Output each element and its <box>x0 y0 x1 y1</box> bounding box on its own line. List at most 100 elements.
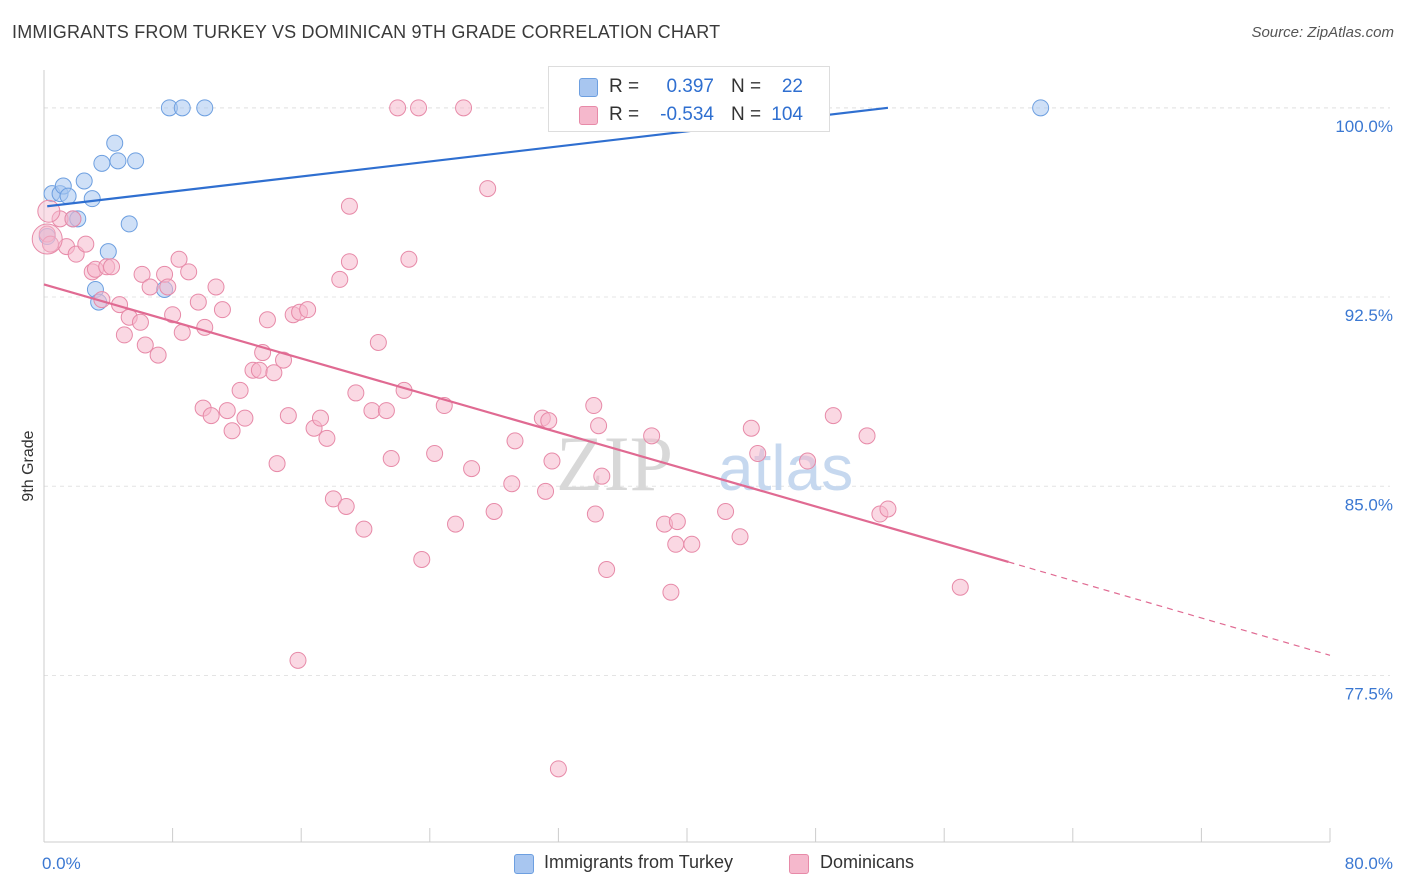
point-dominican <box>159 278 177 296</box>
point-turkey <box>196 99 214 117</box>
y-tick-label: 85.0% <box>1345 495 1393 514</box>
point-dominican <box>537 482 555 500</box>
point-dominican <box>324 490 342 508</box>
point-turkey <box>99 243 117 261</box>
point-dominican <box>951 578 969 596</box>
point-dominican <box>426 444 444 462</box>
point-dominican <box>289 651 307 669</box>
point-dominican <box>598 561 616 579</box>
point-dominican <box>799 452 817 470</box>
correlation-legend: R = 0.397 N = 22 R = -0.534 N = 104 <box>548 66 830 132</box>
point-dominican <box>749 444 767 462</box>
point-dominican <box>340 197 358 215</box>
point-dominican <box>463 460 481 478</box>
point-dominican <box>170 250 188 268</box>
point-cluster-dominican <box>31 223 63 255</box>
point-dominican <box>64 210 82 228</box>
legend-swatch-turkey <box>579 78 598 97</box>
point-dominican <box>189 293 207 311</box>
legend-swatch-turkey <box>514 854 534 874</box>
point-dominican <box>355 520 373 538</box>
point-dominican <box>858 427 876 445</box>
point-dominican <box>389 99 407 117</box>
watermark-atlas: atlas <box>718 432 853 504</box>
chart-title: IMMIGRANTS FROM TURKEY VS DOMINICAN 9TH … <box>12 22 721 42</box>
point-dominican <box>662 583 680 601</box>
x-tick-label: 80.0% <box>1345 854 1393 873</box>
point-dominican <box>207 278 225 296</box>
point-dominican <box>593 467 611 485</box>
point-dominican <box>369 333 387 351</box>
point-dominican <box>382 450 400 468</box>
series-legend: Immigrants from Turkey Dominicans <box>0 852 1406 876</box>
legend-swatch-dominicans <box>789 854 809 874</box>
point-dominican <box>77 235 95 253</box>
legend-r-label: R = <box>609 76 640 97</box>
point-dominican <box>540 412 558 430</box>
point-dominican <box>131 313 149 331</box>
y-tick-label: 92.5% <box>1345 306 1393 325</box>
point-turkey <box>83 190 101 208</box>
point-dominican <box>164 306 182 324</box>
point-turkey <box>120 215 138 233</box>
point-turkey <box>173 99 191 117</box>
legend-label-turkey: Immigrants from Turkey <box>544 852 734 872</box>
point-dominican <box>742 419 760 437</box>
tick-labels: 77.5% 85.0% 92.5% 100.0% 0.0% 80.0% <box>42 117 1393 873</box>
point-dominican <box>337 497 355 515</box>
point-cluster-dominican <box>37 199 61 223</box>
point-dominican <box>447 515 465 533</box>
point-dominican <box>543 452 561 470</box>
point-turkey <box>93 154 111 172</box>
point-turkey <box>106 134 124 152</box>
legend-swatch-dominicans <box>579 106 598 125</box>
axes <box>43 70 1331 843</box>
x-tick-label: 0.0% <box>42 854 81 873</box>
point-dominican <box>506 432 524 450</box>
watermark: ZIP atlas <box>556 420 853 507</box>
legend-r-value: -0.534 <box>660 104 714 125</box>
legend-r-label: R = <box>609 104 640 125</box>
legend-n-label: N = <box>731 76 762 97</box>
point-dominican <box>479 180 497 198</box>
point-dominican <box>103 258 121 276</box>
legend-row-dominicans: R = -0.534 N = 104 <box>549 101 829 129</box>
point-dominican <box>279 407 297 425</box>
point-dominican <box>202 407 220 425</box>
point-dominican <box>503 475 521 493</box>
point-dominican <box>347 384 365 402</box>
legend-n-label: N = <box>731 104 762 125</box>
point-dominican <box>180 263 198 281</box>
point-dominican <box>377 402 395 420</box>
point-dominican <box>585 397 603 415</box>
point-turkey <box>1032 99 1050 117</box>
point-dominican <box>340 253 358 271</box>
point-dominican <box>133 265 151 283</box>
point-dominican <box>250 361 268 379</box>
legend-row-turkey: R = 0.397 N = 22 <box>549 73 829 101</box>
point-dominican <box>223 422 241 440</box>
legend-n-value: 22 <box>781 76 803 97</box>
point-turkey <box>109 152 127 170</box>
point-turkey <box>127 152 145 170</box>
point-dominican <box>643 427 661 445</box>
point-dominican <box>731 528 749 546</box>
point-dominican <box>400 250 418 268</box>
point-dominican <box>213 301 231 319</box>
point-dominican <box>331 270 349 288</box>
legend-label-dominicans: Dominicans <box>820 852 915 872</box>
point-dominican <box>667 535 685 553</box>
point-dominican <box>218 402 236 420</box>
point-dominican <box>231 381 249 399</box>
point-dominican <box>136 336 154 354</box>
point-dominican <box>311 409 329 427</box>
point-dominican <box>141 278 159 296</box>
point-dominican <box>299 301 317 319</box>
point-dominican <box>879 500 897 518</box>
source-label: Source: ZipAtlas.com <box>1251 24 1394 41</box>
point-dominican <box>413 550 431 568</box>
point-dominican <box>824 407 842 425</box>
point-dominican <box>668 513 686 531</box>
point-dominican <box>683 535 701 553</box>
